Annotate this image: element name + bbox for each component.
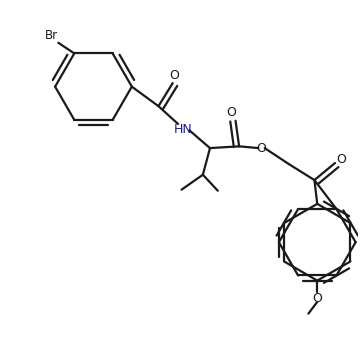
Text: O: O: [226, 106, 236, 120]
Text: O: O: [256, 142, 266, 155]
Text: O: O: [312, 292, 322, 305]
Text: O: O: [336, 153, 346, 166]
Text: O: O: [170, 69, 179, 82]
Text: Br: Br: [45, 29, 58, 42]
Text: HN: HN: [174, 123, 193, 136]
